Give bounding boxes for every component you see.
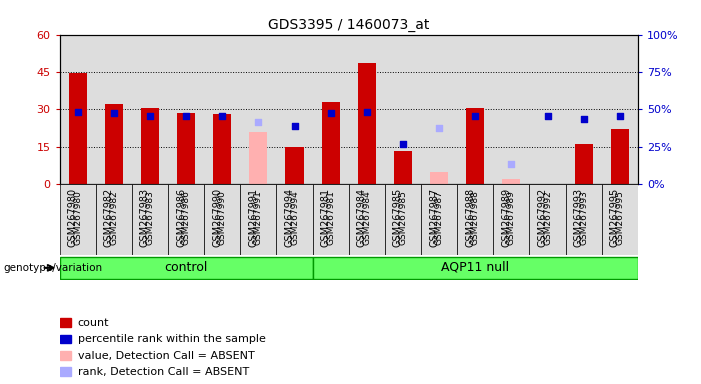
- Point: [72, 109, 83, 115]
- Point: [397, 141, 409, 147]
- Bar: [60, 335, 71, 343]
- Bar: [168, 184, 204, 255]
- Bar: [60, 367, 71, 376]
- Bar: [503, 179, 520, 184]
- Bar: [132, 184, 168, 255]
- Text: GSM267989: GSM267989: [507, 190, 516, 245]
- Text: GSM267984: GSM267984: [357, 188, 367, 247]
- Bar: [250, 132, 267, 184]
- Bar: [204, 184, 240, 255]
- Bar: [385, 184, 421, 255]
- Text: count: count: [78, 318, 109, 328]
- Bar: [421, 184, 457, 255]
- Bar: [177, 113, 195, 184]
- Text: GSM267990: GSM267990: [212, 188, 222, 247]
- Bar: [348, 184, 385, 255]
- Text: genotype/variation: genotype/variation: [4, 263, 102, 273]
- Text: GSM267994: GSM267994: [290, 190, 299, 245]
- Text: GSM267990: GSM267990: [218, 190, 226, 245]
- Text: GSM267995: GSM267995: [615, 190, 625, 245]
- Point: [361, 109, 372, 115]
- Text: GSM267981: GSM267981: [320, 188, 331, 247]
- Text: GSM267982: GSM267982: [104, 188, 114, 247]
- Bar: [285, 147, 304, 184]
- Bar: [60, 351, 71, 359]
- Bar: [466, 108, 484, 184]
- Bar: [60, 257, 313, 279]
- Text: GSM267986: GSM267986: [182, 190, 191, 245]
- Title: GDS3395 / 1460073_at: GDS3395 / 1460073_at: [268, 18, 430, 32]
- Text: GSM267981: GSM267981: [326, 190, 335, 245]
- Bar: [240, 184, 276, 255]
- Text: percentile rank within the sample: percentile rank within the sample: [78, 334, 266, 344]
- Bar: [60, 318, 71, 327]
- Bar: [457, 184, 494, 255]
- Text: GSM267989: GSM267989: [501, 188, 512, 247]
- Text: GSM267985: GSM267985: [398, 190, 407, 245]
- Text: GSM267985: GSM267985: [393, 188, 403, 247]
- Bar: [566, 184, 601, 255]
- Text: AQP11 null: AQP11 null: [441, 261, 510, 274]
- Text: value, Detection Call = ABSENT: value, Detection Call = ABSENT: [78, 351, 254, 361]
- Point: [144, 113, 156, 119]
- Text: GSM267992: GSM267992: [543, 190, 552, 245]
- Text: GSM267986: GSM267986: [176, 188, 186, 247]
- Text: GSM267982: GSM267982: [109, 190, 118, 245]
- Point: [542, 113, 553, 119]
- Text: control: control: [165, 261, 207, 274]
- Text: GSM267987: GSM267987: [435, 190, 444, 245]
- Text: GSM267993: GSM267993: [573, 188, 584, 247]
- Text: GSM267995: GSM267995: [610, 188, 620, 247]
- Point: [253, 119, 264, 125]
- Text: GSM267991: GSM267991: [254, 190, 263, 245]
- Bar: [213, 114, 231, 184]
- Bar: [394, 151, 412, 184]
- Bar: [313, 184, 349, 255]
- Text: GSM267987: GSM267987: [429, 188, 439, 247]
- Bar: [313, 257, 638, 279]
- Bar: [611, 129, 629, 184]
- Bar: [69, 73, 87, 184]
- Text: GSM267980: GSM267980: [68, 188, 78, 247]
- Bar: [430, 172, 448, 184]
- Bar: [494, 184, 529, 255]
- Point: [470, 113, 481, 119]
- Point: [614, 113, 625, 119]
- Bar: [601, 184, 638, 255]
- Bar: [96, 184, 132, 255]
- Bar: [322, 102, 340, 184]
- Text: GSM267983: GSM267983: [145, 190, 154, 245]
- Text: GSM267984: GSM267984: [362, 190, 372, 245]
- Bar: [358, 63, 376, 184]
- Bar: [529, 184, 566, 255]
- Point: [578, 116, 590, 122]
- Text: rank, Detection Call = ABSENT: rank, Detection Call = ABSENT: [78, 367, 249, 377]
- Text: GSM267991: GSM267991: [248, 188, 259, 247]
- Text: GSM267988: GSM267988: [471, 190, 479, 245]
- Text: GSM267992: GSM267992: [538, 188, 547, 247]
- Point: [180, 113, 191, 119]
- Point: [108, 110, 119, 116]
- Bar: [575, 144, 593, 184]
- Text: GSM267988: GSM267988: [465, 188, 475, 247]
- Point: [506, 161, 517, 167]
- Text: GSM267994: GSM267994: [285, 188, 294, 247]
- Bar: [141, 108, 159, 184]
- Point: [289, 122, 300, 129]
- Text: GSM267993: GSM267993: [579, 190, 588, 245]
- Bar: [104, 104, 123, 184]
- Bar: [276, 184, 313, 255]
- Text: GSM267983: GSM267983: [140, 188, 150, 247]
- Text: GSM267980: GSM267980: [73, 190, 82, 245]
- Bar: [60, 184, 96, 255]
- Point: [325, 110, 336, 116]
- Point: [217, 113, 228, 119]
- Point: [433, 125, 444, 131]
